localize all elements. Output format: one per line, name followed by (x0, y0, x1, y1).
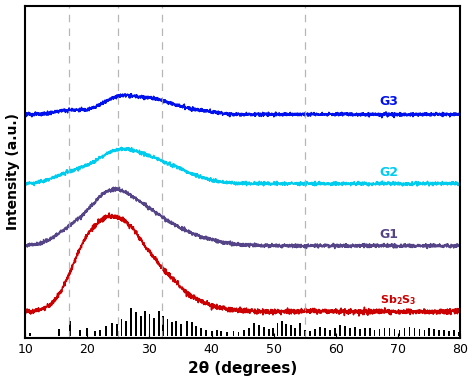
Bar (273, 327, 274, 336)
Bar (227, 332, 228, 336)
Bar (116, 324, 118, 336)
Bar (294, 327, 296, 336)
Bar (248, 327, 250, 336)
Bar (191, 322, 192, 336)
Text: G2: G2 (380, 166, 399, 179)
Bar (399, 330, 401, 336)
Bar (423, 330, 425, 336)
Bar (86, 328, 88, 336)
Bar (125, 321, 127, 336)
Bar (389, 328, 391, 336)
Bar (383, 327, 385, 336)
Bar (237, 332, 239, 336)
Bar (121, 319, 122, 336)
Bar (314, 329, 316, 336)
Bar (364, 327, 365, 336)
Bar (186, 320, 188, 336)
Bar (216, 330, 218, 336)
Bar (419, 329, 420, 336)
Bar (58, 329, 60, 336)
Bar (29, 332, 31, 336)
Bar (94, 331, 96, 336)
Bar (200, 328, 202, 336)
Bar (243, 330, 245, 336)
Bar (263, 327, 265, 336)
Bar (140, 316, 142, 336)
Bar (309, 331, 311, 336)
Bar (158, 311, 160, 336)
Bar (453, 330, 455, 336)
Bar (339, 325, 341, 336)
Bar (281, 320, 283, 336)
Bar (180, 324, 182, 336)
Bar (379, 329, 381, 336)
Bar (319, 327, 321, 336)
Bar (458, 332, 460, 336)
Bar (413, 328, 415, 336)
Bar (334, 327, 336, 336)
Bar (69, 320, 71, 336)
Bar (175, 320, 177, 336)
Text: $\mathbf{Sb_2S_3}$: $\mathbf{Sb_2S_3}$ (380, 293, 416, 307)
Bar (443, 330, 445, 336)
Bar (359, 329, 361, 336)
Bar (258, 325, 260, 336)
Bar (344, 326, 346, 336)
Y-axis label: Intensity (a.u.): Intensity (a.u.) (6, 113, 19, 230)
Bar (433, 329, 435, 336)
Bar (299, 322, 301, 336)
Bar (277, 323, 279, 336)
Text: G1: G1 (380, 228, 399, 241)
Bar (79, 330, 81, 336)
Bar (105, 326, 107, 336)
Bar (167, 319, 168, 336)
Bar (374, 330, 375, 336)
Bar (354, 327, 356, 336)
Bar (329, 330, 331, 336)
Bar (438, 330, 440, 336)
Bar (195, 326, 197, 336)
Bar (111, 323, 113, 336)
Text: G3: G3 (380, 95, 399, 108)
Bar (290, 325, 292, 336)
Bar (403, 328, 405, 336)
Bar (349, 328, 351, 336)
Bar (130, 308, 132, 336)
Bar (324, 328, 326, 336)
Bar (171, 322, 173, 336)
Bar (409, 327, 410, 336)
Bar (144, 311, 146, 336)
Bar (268, 329, 270, 336)
Bar (233, 331, 234, 336)
Bar (285, 324, 287, 336)
Bar (393, 329, 395, 336)
Bar (369, 328, 371, 336)
Bar (304, 330, 306, 336)
Bar (153, 318, 155, 336)
Bar (448, 331, 450, 336)
Bar (428, 328, 430, 336)
Bar (135, 312, 137, 336)
X-axis label: 2θ (degrees): 2θ (degrees) (188, 361, 297, 376)
Bar (220, 331, 222, 336)
Bar (211, 331, 212, 336)
Bar (100, 330, 101, 336)
Bar (205, 330, 207, 336)
Bar (162, 316, 164, 336)
Bar (149, 314, 150, 336)
Bar (253, 323, 255, 336)
